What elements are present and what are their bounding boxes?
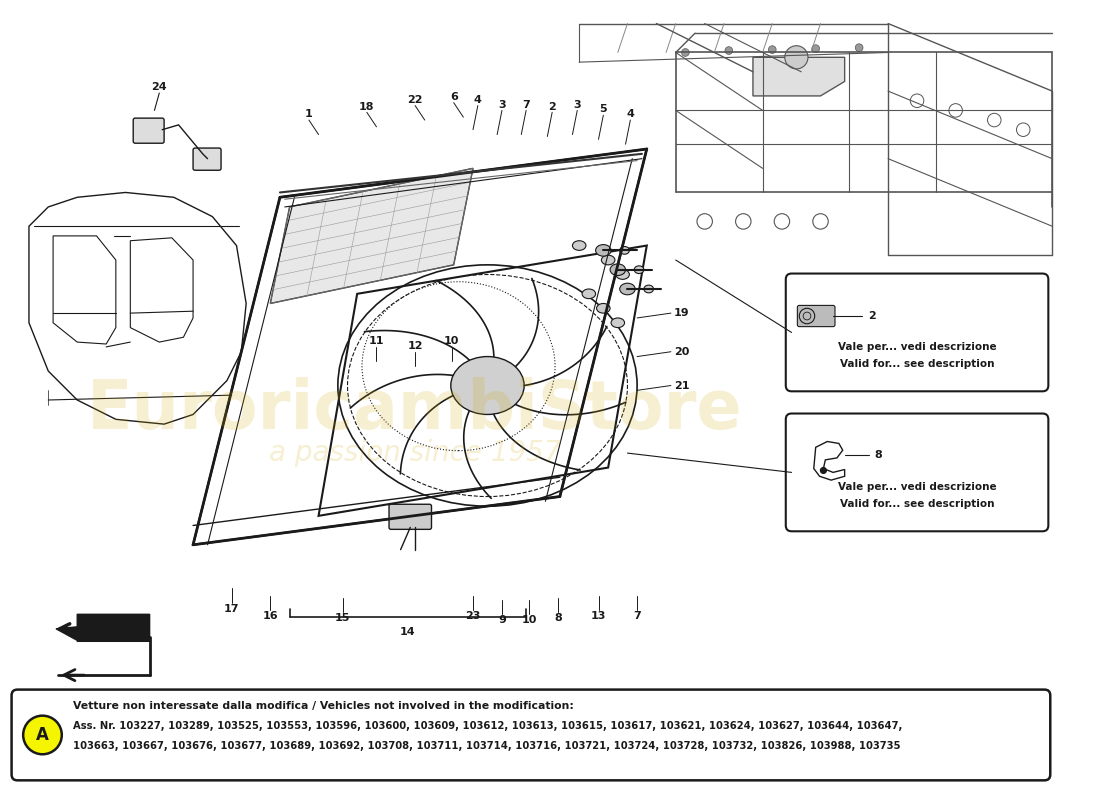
Ellipse shape: [451, 357, 525, 414]
Text: 2: 2: [868, 311, 876, 321]
Text: EuroricambiStore: EuroricambiStore: [87, 377, 743, 442]
Circle shape: [821, 467, 826, 474]
Circle shape: [682, 49, 690, 56]
FancyBboxPatch shape: [194, 148, 221, 170]
Circle shape: [23, 716, 62, 754]
FancyBboxPatch shape: [785, 274, 1048, 391]
FancyBboxPatch shape: [798, 306, 835, 326]
Text: Vale per... vedi descrizione: Vale per... vedi descrizione: [838, 342, 997, 352]
Polygon shape: [56, 614, 150, 642]
Text: 5: 5: [600, 105, 607, 114]
Polygon shape: [754, 58, 845, 96]
Text: Ass. Nr. 103227, 103289, 103525, 103553, 103596, 103600, 103609, 103612, 103613,: Ass. Nr. 103227, 103289, 103525, 103553,…: [74, 722, 903, 731]
Text: 9: 9: [498, 615, 506, 625]
Text: 18: 18: [359, 102, 375, 111]
Ellipse shape: [610, 264, 626, 275]
Text: 8: 8: [874, 450, 882, 460]
Text: 10: 10: [444, 336, 460, 346]
Text: a passion since 1957: a passion since 1957: [268, 439, 561, 467]
Text: 3: 3: [498, 100, 506, 110]
Text: 8: 8: [554, 613, 562, 623]
Text: 7: 7: [634, 611, 641, 622]
Text: 23: 23: [465, 611, 481, 622]
Ellipse shape: [602, 255, 615, 265]
Polygon shape: [271, 168, 473, 303]
Text: 103663, 103667, 103676, 103677, 103689, 103692, 103708, 103711, 103714, 103716, : 103663, 103667, 103676, 103677, 103689, …: [74, 741, 901, 750]
Text: 2: 2: [548, 102, 556, 111]
Text: 4: 4: [474, 94, 482, 105]
Ellipse shape: [619, 283, 635, 294]
Text: 7: 7: [522, 100, 530, 110]
FancyBboxPatch shape: [133, 118, 164, 143]
Ellipse shape: [572, 241, 586, 250]
Ellipse shape: [610, 318, 625, 328]
Text: 13: 13: [591, 611, 606, 622]
Text: A: A: [36, 726, 48, 744]
Circle shape: [812, 45, 820, 53]
Text: Vetture non interessate dalla modifica / Vehicles not involved in the modificati: Vetture non interessate dalla modifica /…: [74, 701, 574, 711]
Ellipse shape: [635, 266, 643, 274]
Text: 10: 10: [521, 615, 537, 625]
Text: 12: 12: [407, 341, 422, 351]
FancyBboxPatch shape: [785, 414, 1048, 531]
Text: 4: 4: [626, 110, 635, 119]
Text: 24: 24: [152, 82, 167, 92]
Text: 1: 1: [305, 110, 312, 119]
Ellipse shape: [595, 245, 610, 256]
Text: 14: 14: [400, 626, 416, 637]
Text: 22: 22: [407, 94, 422, 105]
Circle shape: [784, 46, 808, 69]
Text: 21: 21: [674, 381, 690, 390]
Ellipse shape: [596, 303, 611, 313]
Circle shape: [725, 46, 733, 54]
Text: 6: 6: [450, 92, 458, 102]
Circle shape: [856, 44, 864, 51]
Text: 3: 3: [573, 100, 581, 110]
Text: 16: 16: [263, 611, 278, 622]
FancyBboxPatch shape: [389, 504, 431, 530]
Text: 20: 20: [674, 346, 690, 357]
Text: 19: 19: [674, 308, 690, 318]
Text: 17: 17: [224, 603, 240, 614]
Circle shape: [769, 46, 777, 54]
FancyBboxPatch shape: [12, 690, 1050, 780]
Text: Valid for... see description: Valid for... see description: [839, 359, 994, 370]
Ellipse shape: [582, 289, 595, 298]
Ellipse shape: [616, 270, 629, 279]
Ellipse shape: [619, 246, 629, 254]
Text: 11: 11: [368, 336, 384, 346]
Text: Vale per... vedi descrizione: Vale per... vedi descrizione: [838, 482, 997, 492]
Text: Valid for... see description: Valid for... see description: [839, 499, 994, 510]
Text: 15: 15: [336, 613, 351, 623]
Ellipse shape: [644, 285, 653, 293]
